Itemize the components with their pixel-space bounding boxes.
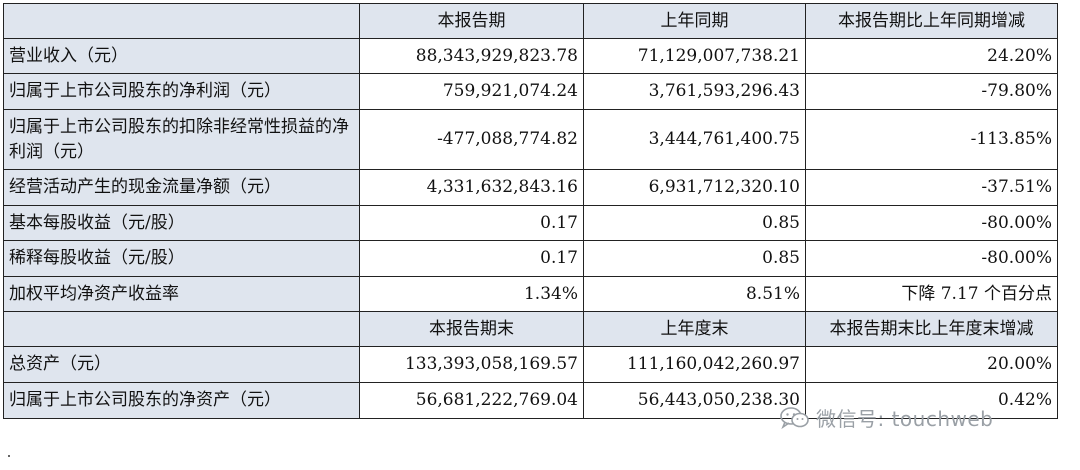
row-label: 归属于上市公司股东的净资产（元）: [3, 382, 360, 419]
current-value: 1.34%: [359, 276, 584, 312]
table-row: 基本每股收益（元/股） 0.17 0.85 -80.00%: [3, 205, 1058, 241]
change-value: -37.51%: [805, 169, 1058, 206]
change-value: -80.00%: [805, 205, 1058, 241]
table-row: 归属于上市公司股东的扣除非经常性损益的净利润（元） -477,088,774.8…: [3, 109, 1058, 170]
table-row: 经营活动产生的现金流量净额（元） 4,331,632,843.16 6,931,…: [3, 169, 1058, 206]
change-value: 0.42%: [805, 382, 1058, 419]
prior-value: 3,444,761,400.75: [583, 109, 806, 170]
financial-summary-table: 本报告期 上年同期 本报告期比上年同期增减 营业收入（元） 88,343,929…: [3, 3, 1058, 419]
change-value: 下降 7.17 个百分点: [805, 276, 1058, 312]
current-value: 88,343,929,823.78: [359, 38, 584, 74]
page-speck: [8, 455, 10, 457]
prior-value: 56,443,050,238.30: [583, 382, 806, 419]
current-value: 759,921,074.24: [359, 73, 584, 110]
current-value: 0.17: [359, 205, 584, 241]
prior-value: 0.85: [583, 240, 806, 277]
row-label: 总资产（元）: [3, 346, 360, 383]
header-period-end-change: 本报告期末比上年度末增减: [805, 311, 1058, 347]
current-value: -477,088,774.82: [359, 109, 584, 170]
row-label: 经营活动产生的现金流量净额（元）: [3, 169, 360, 206]
change-value: -79.80%: [805, 73, 1058, 110]
header-row-period: 本报告期 上年同期 本报告期比上年同期增减: [3, 3, 1058, 39]
prior-value: 6,931,712,320.10: [583, 169, 806, 206]
prior-value: 0.85: [583, 205, 806, 241]
row-label: 稀释每股收益（元/股）: [3, 240, 360, 277]
current-value: 56,681,222,769.04: [359, 382, 584, 419]
wechat-icon: [780, 406, 810, 430]
header-blank: [3, 3, 360, 39]
header-period-change: 本报告期比上年同期增减: [805, 3, 1058, 39]
table-row: 总资产（元） 133,393,058,169.57 111,160,042,26…: [3, 346, 1058, 383]
change-value: 20.00%: [805, 346, 1058, 383]
prior-value: 71,129,007,738.21: [583, 38, 806, 74]
table-row: 归属于上市公司股东的净资产（元） 56,681,222,769.04 56,44…: [3, 382, 1058, 419]
prior-value: 8.51%: [583, 276, 806, 312]
current-value: 0.17: [359, 240, 584, 277]
row-label: 归属于上市公司股东的净利润（元）: [3, 73, 360, 110]
change-value: 24.20%: [805, 38, 1058, 74]
header-current-period: 本报告期: [359, 3, 584, 39]
row-label: 基本每股收益（元/股）: [3, 205, 360, 241]
table-row: 加权平均净资产收益率 1.34% 8.51% 下降 7.17 个百分点: [3, 276, 1058, 312]
change-value: -113.85%: [805, 109, 1058, 170]
header-prior-period: 上年同期: [583, 3, 806, 39]
prior-value: 3,761,593,296.43: [583, 73, 806, 110]
wechat-watermark: 微信号: touchweb: [780, 403, 993, 432]
row-label: 加权平均净资产收益率: [3, 276, 360, 312]
row-label: 营业收入（元）: [3, 38, 360, 74]
header-row-period-end: 本报告期末 上年度末 本报告期末比上年度末增减: [3, 311, 1058, 347]
prior-value: 111,160,042,260.97: [583, 346, 806, 383]
header-blank: [3, 311, 360, 347]
change-value: -80.00%: [805, 240, 1058, 277]
header-current-period-end: 本报告期末: [359, 311, 584, 347]
header-prior-year-end: 上年度末: [583, 311, 806, 347]
table-row: 营业收入（元） 88,343,929,823.78 71,129,007,738…: [3, 38, 1058, 74]
row-label: 归属于上市公司股东的扣除非经常性损益的净利润（元）: [3, 109, 360, 170]
current-value: 133,393,058,169.57: [359, 346, 584, 383]
table-row: 归属于上市公司股东的净利润（元） 759,921,074.24 3,761,59…: [3, 73, 1058, 110]
watermark-text: 微信号: touchweb: [816, 407, 994, 431]
table-row: 稀释每股收益（元/股） 0.17 0.85 -80.00%: [3, 240, 1058, 277]
current-value: 4,331,632,843.16: [359, 169, 584, 206]
